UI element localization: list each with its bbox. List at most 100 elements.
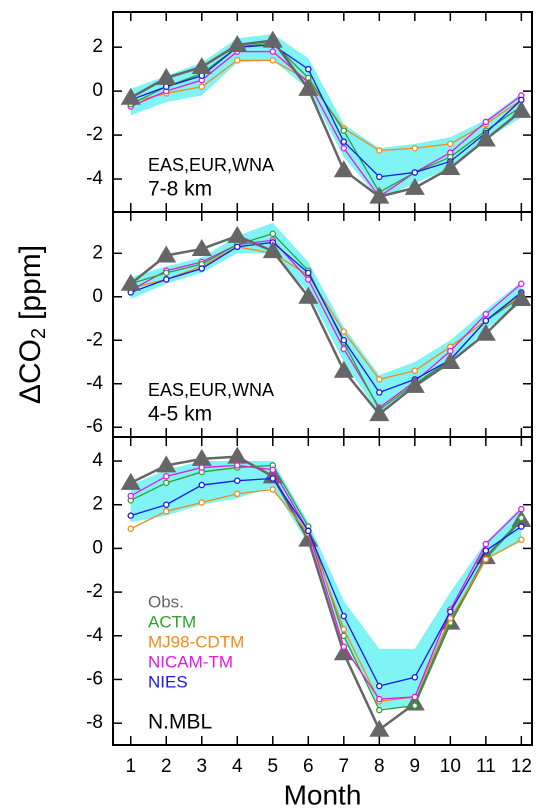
model-marker [163,508,170,515]
x-tick-label: 12 [511,756,532,777]
model-marker [518,514,525,522]
series-line [130,239,522,409]
model-marker [447,608,454,616]
model-marker [518,536,525,543]
y-tick-label: 0 [92,537,103,558]
y-axis-label-sub: 2 [28,328,50,339]
series-line [130,488,522,703]
model-marker [198,481,206,489]
obs-marker [511,100,532,118]
series-line [130,464,522,700]
model-marker [269,475,277,482]
model-marker [269,48,277,55]
model-marker [234,57,241,64]
model-marker [340,127,348,134]
model-marker [198,464,206,471]
model-marker [163,501,170,508]
y-tick-label: 2 [92,36,103,57]
model-marker [411,367,419,374]
model-marker [482,118,490,126]
obs-marker [191,238,212,256]
obs-marker [333,160,354,178]
obs-marker [262,30,283,48]
obs-marker [404,375,425,393]
obs-marker [369,186,390,204]
model-marker [340,138,348,145]
obs-marker [156,245,177,263]
legend-entry: Obs. [148,592,184,611]
model-marker [518,523,525,530]
y-tick-label: -4 [86,168,103,189]
model-marker [127,512,135,519]
model-marker [376,376,383,383]
obs-marker [298,286,319,304]
model-marker [518,280,525,287]
spread-band [130,461,522,708]
model-marker [376,147,383,154]
model-marker [340,145,348,152]
series-line [130,246,522,381]
x-tick-label: 10 [440,756,461,777]
obs-marker [156,455,177,473]
obs-marker [369,404,390,422]
y-tick-label: -4 [86,625,103,646]
x-axis-label: Month [284,779,362,810]
y-tick-label: 4 [92,450,103,471]
model-marker [305,276,312,283]
model-marker [411,169,419,176]
x-tick-label: 3 [196,756,207,777]
panel-frame [112,436,533,746]
model-marker [340,625,348,633]
panel-annotation: EAS,EUR,WNA [148,155,274,175]
model-marker [269,230,277,237]
obs-marker [475,129,496,147]
obs-marker [227,446,248,464]
y-tick-label: -2 [86,329,103,350]
y-axis-label: ΔCO2 [ppm] [14,245,50,404]
model-marker [482,540,490,548]
model-marker [234,462,241,469]
model-marker [234,243,241,251]
obs-marker [227,34,248,52]
model-marker [518,505,525,513]
x-tick-label: 6 [303,756,314,777]
panel-annotation: N.MBL [148,711,212,734]
y-tick-label: -2 [86,581,103,602]
x-tick-label: 1 [125,756,136,777]
model-marker [411,702,419,709]
model-marker [340,328,348,335]
y-tick-label: 0 [92,286,103,307]
model-marker [411,145,419,152]
obs-marker [191,56,212,74]
model-marker [447,615,454,622]
model-marker [234,490,241,498]
model-marker [340,345,348,353]
y-axis-label-unit: [ppm] [14,245,47,320]
model-marker [163,479,170,487]
x-tick-label: 9 [410,756,421,777]
spread-band [130,222,522,415]
x-tick-label: 7 [339,756,350,777]
obs-marker [120,273,141,291]
model-marker [340,643,348,650]
y-tick-label: -4 [86,373,103,394]
obs-marker [440,158,461,176]
model-marker [340,337,348,344]
obs-marker [404,177,425,195]
model-marker [340,612,348,620]
model-marker [482,317,490,324]
series-line [130,44,522,178]
y-tick-label: 2 [92,242,103,263]
model-marker [198,83,206,90]
y-tick-label: 2 [92,494,103,515]
x-tick-label: 4 [232,756,243,777]
x-tick-label: 8 [374,756,385,777]
y-tick-label: 0 [92,80,103,101]
x-tick-label: 5 [267,756,278,777]
model-marker [269,466,277,474]
series-line [130,477,522,687]
panel-annotation: EAS,EUR,WNA [148,380,274,400]
model-marker [163,276,170,283]
legend-entry: NICAM-TM [148,652,233,671]
